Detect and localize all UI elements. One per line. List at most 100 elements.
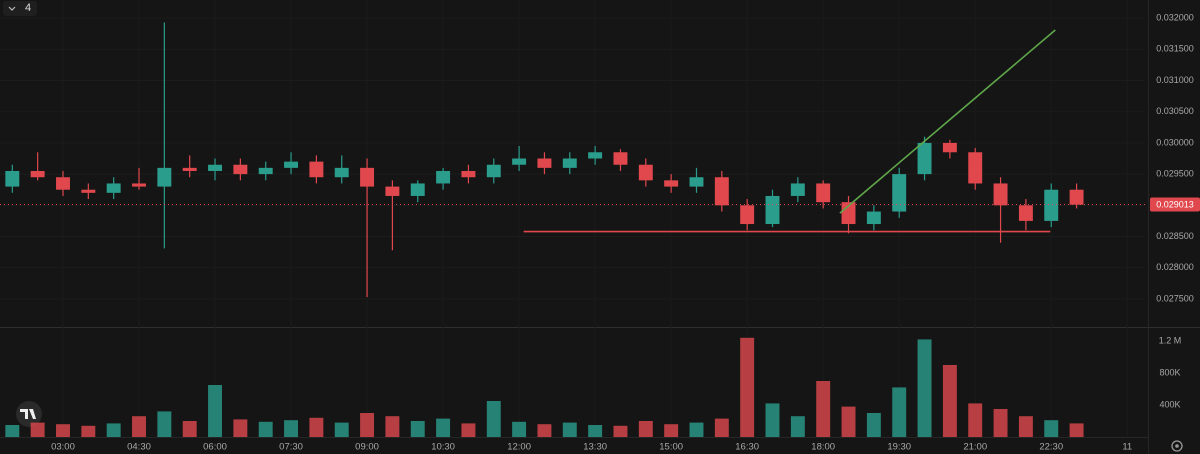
- volume-bar: [841, 406, 856, 437]
- x-tick-label: 09:00: [355, 442, 379, 453]
- trend-line: [839, 29, 1056, 214]
- candle-body: [208, 164, 223, 171]
- y-tick-label: 0.032000: [1156, 12, 1194, 22]
- candle-body: [258, 167, 273, 175]
- candle-body: [537, 158, 552, 168]
- volume-bar: [892, 387, 907, 437]
- candle-body: [81, 189, 96, 193]
- candle-body: [562, 158, 577, 168]
- candle-body: [942, 142, 957, 153]
- candle-body: [436, 170, 451, 184]
- volume-bar: [410, 421, 425, 437]
- volume-bar: [182, 421, 197, 437]
- candle-body: [512, 158, 527, 165]
- x-tick-label: 19:30: [887, 442, 911, 453]
- y-tick-label: 0.031500: [1156, 44, 1194, 54]
- x-tick-label: 16:30: [735, 442, 759, 453]
- x-tick-label: 06:00: [203, 442, 227, 453]
- candle-body: [638, 164, 653, 181]
- x-tick-label: 15:00: [659, 442, 683, 453]
- volume-bar: [942, 365, 957, 437]
- volume-bar: [334, 422, 349, 437]
- candle-body: [993, 183, 1008, 206]
- volume-bar: [5, 425, 20, 437]
- volume-bar: [512, 421, 527, 437]
- last-price-box: [1150, 197, 1200, 212]
- candle-body: [132, 183, 146, 187]
- interval-button[interactable]: 4: [3, 1, 37, 16]
- y-tick-label: 0.028500: [1156, 231, 1194, 241]
- candle-body: [309, 161, 324, 178]
- candle-body: [714, 177, 729, 206]
- volume-bar: [790, 416, 805, 437]
- volume-bar: [714, 418, 729, 437]
- candle-body: [841, 202, 856, 225]
- candle-body: [613, 152, 628, 165]
- volume-bar: [81, 425, 96, 437]
- volume-bar: [132, 416, 146, 437]
- candle-body: [56, 177, 70, 190]
- volume-tick-label: 800K: [1159, 367, 1180, 377]
- volume-bar: [436, 418, 451, 437]
- volume-bar: [1044, 420, 1059, 437]
- volume-bar: [208, 385, 223, 437]
- volume-bar: [385, 416, 400, 437]
- candle-body: [284, 161, 299, 168]
- x-tick-label: 13:30: [583, 442, 607, 453]
- settings-button[interactable]: [1171, 440, 1183, 452]
- volume-bar: [1069, 423, 1084, 437]
- volume-bar: [562, 422, 577, 437]
- candle-body: [790, 183, 805, 196]
- y-tick-label: 0.030000: [1156, 137, 1194, 147]
- volume-bar: [816, 381, 831, 437]
- candle-body: [689, 177, 704, 187]
- volume-bar: [486, 401, 501, 437]
- candle-body: [5, 170, 20, 187]
- candle-body: [816, 183, 831, 203]
- volume-bar: [765, 403, 780, 437]
- candle-body: [917, 142, 932, 175]
- volume-bar: [284, 420, 299, 437]
- last-price-label: 0.029013: [1156, 199, 1194, 209]
- y-tick-label: 0.030500: [1156, 106, 1194, 116]
- logo: [16, 401, 42, 427]
- volume-bar: [664, 424, 679, 437]
- x-tick-label: 21:00: [963, 442, 987, 453]
- x-tick-label: 18:00: [811, 442, 835, 453]
- x-tick-label: 12:00: [507, 442, 531, 453]
- volume-bar: [689, 422, 704, 437]
- volume-tick-label: 400K: [1159, 399, 1180, 409]
- volume-bar: [740, 337, 755, 437]
- volume-bar: [309, 417, 324, 437]
- volume-bar: [968, 403, 983, 437]
- candle-body: [106, 183, 121, 193]
- candle-body: [1044, 189, 1059, 221]
- candle-body: [664, 180, 679, 187]
- candle-body: [334, 167, 349, 178]
- volume-bar: [917, 339, 932, 437]
- y-tick-label: 0.031000: [1156, 75, 1194, 85]
- candle-body: [1018, 205, 1033, 221]
- volume-bar: [258, 421, 273, 437]
- candle-body: [968, 152, 983, 184]
- x-tick-label: 03:00: [51, 442, 75, 453]
- volume-bar: [613, 425, 628, 437]
- y-tick-label: 0.029500: [1156, 168, 1194, 178]
- y-tick-label: 0.027500: [1156, 293, 1194, 303]
- volume-bar: [56, 424, 70, 437]
- candle-body: [461, 170, 476, 178]
- volume-bar: [360, 413, 375, 437]
- interval-label: 4: [25, 2, 31, 14]
- candle-body: [233, 164, 248, 175]
- y-tick-label: 0.028000: [1156, 262, 1194, 272]
- x-tick-label: 22:30: [1039, 442, 1063, 453]
- candle-body: [410, 183, 425, 196]
- x-tick-label: 10:30: [431, 442, 455, 453]
- x-tick-label: 11: [1122, 442, 1132, 453]
- volume-bar: [537, 424, 552, 437]
- candle-body: [385, 186, 400, 196]
- candle-body: [182, 167, 197, 171]
- candle-body: [588, 152, 603, 159]
